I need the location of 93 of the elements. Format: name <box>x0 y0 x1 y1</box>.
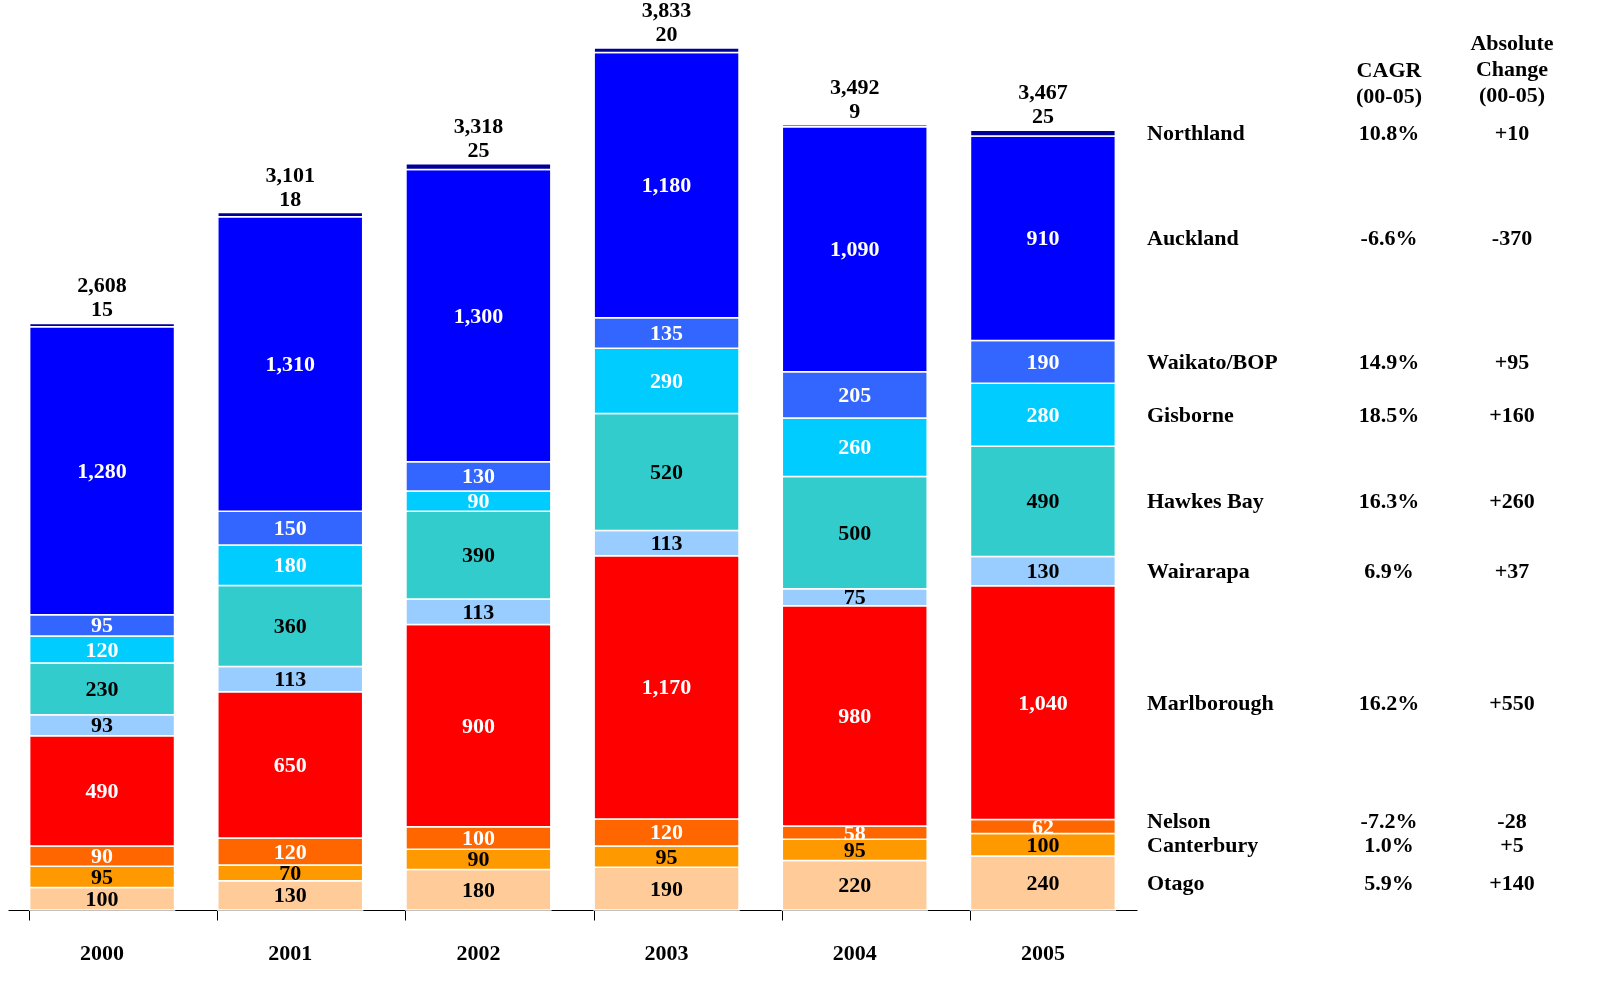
x-tick-label: 2004 <box>832 939 877 965</box>
data-label: 135 <box>650 320 684 346</box>
total-label: 3,467 <box>1018 79 1068 105</box>
text: 18.5% <box>1358 401 1420 427</box>
data-label: 25 <box>1031 103 1054 129</box>
text: 5.9% <box>1364 870 1414 896</box>
data-label: 75 <box>843 584 866 610</box>
data-label: 130 <box>461 463 495 489</box>
data-label: 500 <box>838 519 872 545</box>
text: +5 <box>1500 831 1524 857</box>
data-label: 120 <box>650 819 684 845</box>
total-label: 3,833 <box>641 0 692 22</box>
data-label: 180 <box>273 552 307 578</box>
x-tick-label: 2000 <box>80 939 125 965</box>
data-label: 360 <box>273 612 307 638</box>
data-label: 1,310 <box>265 350 315 376</box>
series-label: Gisborne <box>1147 401 1235 427</box>
text: +37 <box>1494 558 1530 584</box>
data-label: 15 <box>91 296 114 322</box>
data-label: 520 <box>650 458 684 484</box>
total-label: 2,608 <box>77 272 127 298</box>
text: +10 <box>1494 120 1530 146</box>
text: 14.9% <box>1358 348 1420 374</box>
data-label: 650 <box>273 751 307 777</box>
data-label: 93 <box>91 712 114 738</box>
text: +160 <box>1489 401 1535 427</box>
data-label: 230 <box>85 675 119 701</box>
data-label: 190 <box>650 875 684 901</box>
series-label: Hawkes Bay <box>1147 488 1264 514</box>
data-label: 95 <box>91 612 114 638</box>
data-label: 980 <box>838 702 872 728</box>
text: +550 <box>1489 689 1535 715</box>
data-label: 190 <box>1026 348 1060 374</box>
data-label: 280 <box>1026 401 1060 427</box>
data-label: 120 <box>85 636 119 662</box>
x-tick-label: 2001 <box>268 939 313 965</box>
data-label: 220 <box>838 872 872 898</box>
text: 10.8% <box>1358 120 1420 146</box>
x-tick-label: 2005 <box>1020 939 1065 965</box>
data-label: 1,280 <box>77 457 127 483</box>
text: -7.2% <box>1360 807 1418 833</box>
data-label: 95 <box>655 843 678 869</box>
data-label: 1,040 <box>1018 689 1068 715</box>
data-label: 113 <box>274 666 307 692</box>
data-label: 113 <box>650 530 683 556</box>
series-label: Wairarapa <box>1147 558 1250 584</box>
data-label: 260 <box>838 434 872 460</box>
data-label: 130 <box>273 882 307 908</box>
data-label: 1,090 <box>830 236 880 262</box>
data-label: 90 <box>467 488 490 514</box>
data-label: 205 <box>838 381 872 407</box>
series-label: Northland <box>1147 120 1245 146</box>
x-tick-label: 2003 <box>644 939 689 965</box>
series-label: Canterbury <box>1147 831 1259 857</box>
text: +140 <box>1489 870 1535 896</box>
data-label: 490 <box>1026 488 1060 514</box>
data-label: 240 <box>1026 870 1060 896</box>
text: -370 <box>1491 225 1533 251</box>
data-label: 113 <box>462 598 495 624</box>
data-label: 9 <box>849 97 861 123</box>
text: 16.3% <box>1358 488 1420 514</box>
text: 16.2% <box>1358 689 1420 715</box>
total-label: 3,318 <box>453 112 504 138</box>
total-label: 3,492 <box>830 73 880 99</box>
series-label: Auckland <box>1147 225 1239 251</box>
data-label: 1,300 <box>453 302 504 328</box>
data-label: 1,170 <box>641 674 692 700</box>
data-label: 910 <box>1026 225 1060 251</box>
data-label: 20 <box>655 21 678 46</box>
text: +260 <box>1489 488 1535 514</box>
data-label: 290 <box>650 367 684 393</box>
series-label: Marlborough <box>1147 689 1274 715</box>
text: 6.9% <box>1364 558 1414 584</box>
data-label: 18 <box>279 185 302 211</box>
text: Absolute Change (00-05) <box>1470 30 1554 107</box>
data-label: 150 <box>273 515 307 541</box>
text: +95 <box>1494 348 1530 374</box>
series-label: Otago <box>1147 870 1205 896</box>
data-label: 25 <box>467 136 490 162</box>
text: 1.0% <box>1364 831 1414 857</box>
data-label: 1,180 <box>641 172 692 198</box>
total-label: 3,101 <box>265 161 315 187</box>
text: -6.6% <box>1360 225 1418 251</box>
text: -28 <box>1497 807 1527 833</box>
data-label: 490 <box>85 777 119 803</box>
data-label: 130 <box>1026 558 1060 584</box>
series-label: Nelson <box>1147 807 1211 833</box>
data-label: 900 <box>461 712 495 738</box>
data-label: 180 <box>461 876 495 902</box>
data-label: 390 <box>461 542 495 568</box>
series-label: Waikato/BOP <box>1147 348 1278 374</box>
text: CAGR (00-05) <box>1356 57 1423 108</box>
x-tick-label: 2002 <box>456 939 501 965</box>
